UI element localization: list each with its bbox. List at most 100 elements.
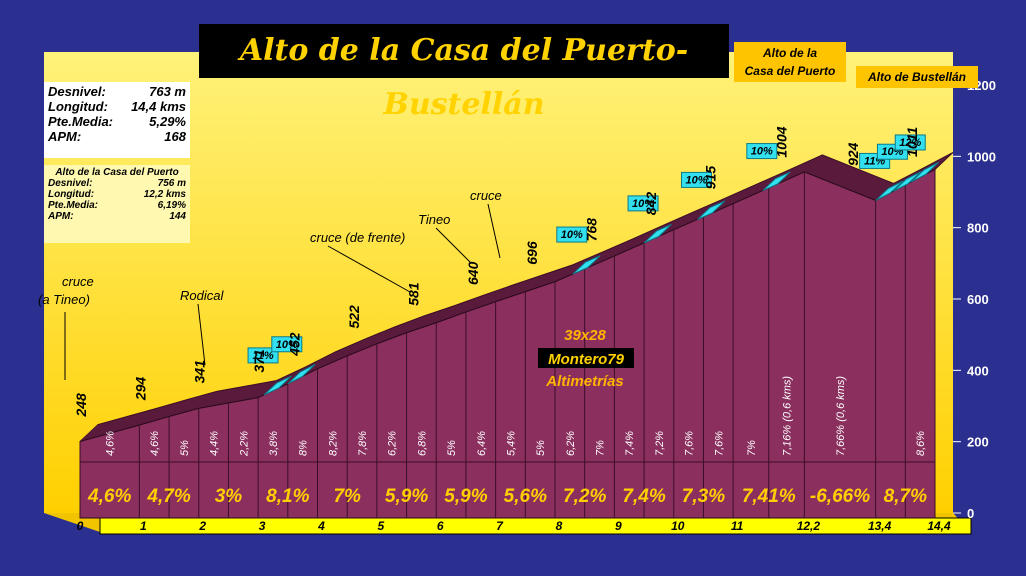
summit-label-bustellan: Alto de Bustellán	[856, 66, 978, 88]
steep-label-box	[271, 336, 303, 353]
steep-label-box	[746, 143, 778, 160]
half-km-grade-label: 6,4%	[476, 431, 488, 456]
y-tick-label: 400	[967, 363, 989, 378]
km-grade-label: 5,9%	[444, 486, 487, 507]
steep-label: 10%	[685, 174, 707, 186]
half-km-grade-label: 7,4%	[624, 431, 636, 456]
altitude-label: 924	[845, 142, 861, 166]
x-tick-label: 4	[317, 519, 325, 533]
x-tick-label: 6	[437, 519, 444, 533]
x-tick-label: 13,4	[868, 519, 892, 533]
km-grade-label: 4,6%	[87, 486, 131, 507]
km-grade-label: 3%	[215, 486, 243, 507]
altitude-label: 294	[132, 377, 148, 402]
stats-total-box: Desnivel: 763 m Longitud: 14,4 kms Pte.Med…	[44, 82, 190, 158]
half-km-grade-label: 6,2%	[565, 431, 577, 456]
x-tick-label: 3	[259, 519, 266, 533]
half-km-grade-label: 8,2%	[327, 431, 339, 456]
annotation-text: cruce	[470, 188, 502, 203]
steep-label-box	[627, 195, 659, 212]
stat-value: 6,19%	[157, 200, 186, 211]
stat-label: Pte.Media:	[48, 200, 99, 211]
steep-segment-mark	[643, 223, 672, 244]
chart-title: Alto de la Casa del Puerto-Bustellán	[199, 24, 729, 122]
stats-puerto-title: Alto de la Casa del Puerto	[55, 167, 179, 178]
stat-value: 12,2 kms	[143, 189, 186, 200]
summit-label-line: Casa del Puerto	[744, 64, 836, 78]
half-km-grade-label: 4,6%	[149, 431, 161, 456]
half-km-grade-label: 6,8%	[416, 431, 428, 456]
stat-value: 763 m	[149, 84, 186, 99]
annotation-text: cruce	[62, 274, 94, 289]
stats-puerto-box: Alto de la Casa del Puerto Desnivel: 756 …	[44, 165, 190, 243]
half-km-grade-label: 7%	[746, 440, 758, 456]
stat-label: Longitud:	[48, 99, 108, 114]
altitude-label: 341	[192, 360, 208, 384]
stat-label: Desnivel:	[48, 84, 106, 99]
half-km-grade-label: 6,2%	[387, 431, 399, 456]
steep-segment-mark	[287, 363, 316, 385]
half-km-grade-label: 7,6%	[713, 431, 725, 456]
steep-segment-mark	[762, 171, 791, 192]
half-km-grade-label: 4,4%	[209, 431, 221, 456]
x-tick-label: 11	[731, 519, 744, 533]
x-tick-label: 14,4	[927, 519, 951, 533]
annotation-text: cruce (de frente)	[310, 230, 405, 245]
stat-label: APM:	[48, 129, 82, 144]
steep-label: 10%	[276, 339, 298, 351]
km-grade-label: 8,1%	[266, 486, 309, 507]
x-tick-label: 10	[671, 519, 685, 533]
steep-segment-mark	[875, 180, 904, 201]
steep-label-box	[556, 226, 588, 243]
steep-label: 10%	[751, 146, 773, 158]
km-grade-label: 5,6%	[504, 486, 547, 507]
steep-label: 10%	[561, 229, 583, 241]
annotation-text: Rodical	[180, 288, 224, 303]
half-km-grade-label: 7,8%	[357, 431, 369, 456]
altitude-label: 696	[524, 241, 540, 265]
x-tick-label: 7	[496, 519, 504, 533]
summit-label-line: Alto de la	[762, 46, 817, 60]
half-km-grade-label: 7,6%	[684, 431, 696, 456]
half-km-grade-label: 5,4%	[505, 431, 517, 456]
x-tick-label: 1	[140, 519, 147, 533]
stat-value: 144	[169, 211, 186, 222]
annotation-leader	[435, 227, 471, 263]
altitude-label: 371	[251, 349, 267, 373]
credit-author-bg	[538, 348, 634, 368]
steep-segment-mark	[697, 200, 726, 220]
half-km-grade-label: 5%	[535, 440, 547, 456]
x-axis-band	[99, 517, 972, 535]
stat-label: Longitud:	[48, 189, 95, 200]
profile-area	[79, 168, 936, 519]
km-grade-label: 4,7%	[146, 486, 190, 507]
steep-segment-mark	[893, 171, 922, 192]
km-grade-label: -6,66%	[810, 486, 870, 507]
x-tick-label: 0	[77, 519, 84, 533]
half-km-grade-label: 5%	[179, 440, 191, 456]
annotation-text: Tineo	[418, 212, 450, 227]
steep-label: 11%	[252, 350, 273, 362]
km-grade-label: 7,4%	[622, 486, 665, 507]
altitude-label: 768	[584, 218, 600, 242]
y-tick-label: 800	[967, 221, 989, 236]
stat-value: 14,4 kms	[131, 99, 186, 114]
altitude-label: 452	[287, 332, 303, 357]
stat-label: Desnivel:	[48, 178, 93, 189]
y-tick-label: 0	[967, 506, 974, 521]
altitude-label: 842	[643, 192, 659, 216]
stat-value: 5,29%	[149, 114, 186, 129]
altitude-label: 522	[346, 305, 362, 329]
credit-size: 39x28	[564, 327, 606, 344]
half-km-grade-label: 7,2%	[654, 431, 666, 456]
km-grade-label: 5,9%	[385, 486, 428, 507]
steep-segment-mark	[263, 375, 292, 396]
annotation-leader	[197, 303, 206, 366]
x-tick-label: 5	[378, 519, 385, 533]
steep-label-box	[247, 347, 279, 364]
x-tick-label: 8	[556, 519, 563, 533]
altitude-label: 915	[702, 166, 718, 190]
half-km-grade-label: 5%	[446, 440, 458, 456]
